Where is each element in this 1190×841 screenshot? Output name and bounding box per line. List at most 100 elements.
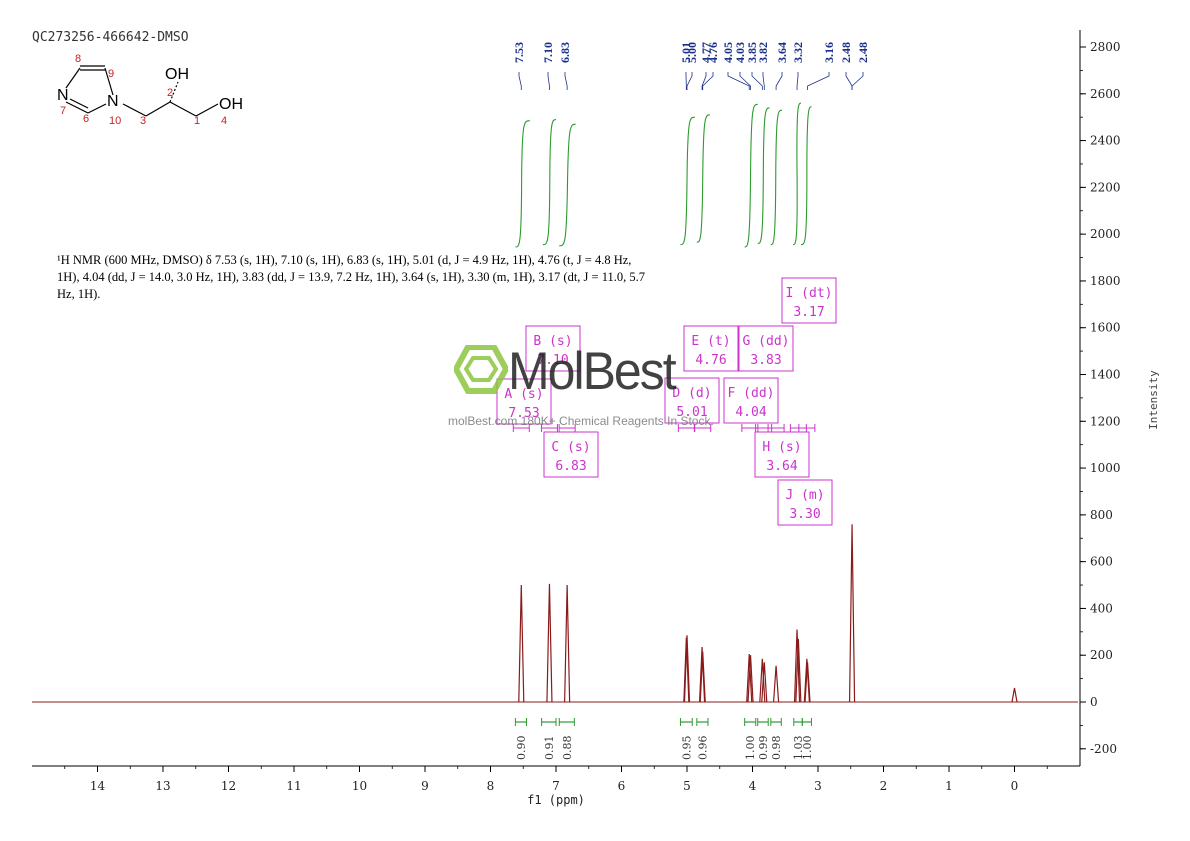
integral-value: 0.96	[696, 736, 709, 761]
multiplet-shift: 7.53	[508, 406, 539, 421]
peak-label: 5.01	[679, 42, 693, 63]
y-tick-label: 1800	[1090, 274, 1121, 288]
spectrum-peak	[795, 638, 802, 703]
integral-curve	[696, 114, 710, 243]
spectrum-peak	[746, 654, 753, 703]
watermark-brand: MolBest	[508, 341, 677, 401]
y-tick-label: 2200	[1090, 180, 1121, 194]
multiplet-box	[525, 325, 581, 372]
multiplet-label: F (dd)	[728, 386, 775, 401]
peak-label: 4.05	[721, 42, 735, 63]
multiplet-shift: 5.01	[676, 405, 707, 420]
multiplet-label: G (dd)	[743, 334, 790, 349]
y-tick-label: 1000	[1090, 461, 1121, 475]
x-tick-label: 8	[487, 779, 495, 793]
y-tick-label: 1600	[1090, 321, 1121, 335]
y-tick-label: 1200	[1090, 414, 1121, 428]
x-tick-label: 0	[1011, 779, 1019, 793]
peak-label: 7.53	[512, 42, 526, 63]
x-tick-label: 7	[552, 779, 560, 793]
y-tick-label: 0	[1090, 695, 1098, 709]
peak-label: 3.85	[745, 42, 759, 63]
peak-label: 5.00	[685, 42, 699, 63]
atom-number: 9	[108, 68, 114, 80]
integral-value: 0.99	[757, 736, 770, 761]
integral-curve	[757, 107, 770, 245]
x-tick-label: 6	[618, 779, 626, 793]
multiplet-box	[777, 479, 833, 526]
peak-label-leader	[701, 72, 707, 90]
y-tick-label: 600	[1090, 555, 1113, 569]
multiplet-label: I (dt)	[786, 286, 833, 301]
molbest-logo-icon	[454, 345, 508, 394]
multiplet-box	[738, 325, 794, 372]
peak-label: 4.76	[706, 42, 720, 63]
integral-curve	[793, 102, 802, 246]
peak-label: 4.77	[699, 42, 713, 63]
integral-value: 0.90	[515, 736, 528, 761]
spectrum-peak	[683, 635, 691, 703]
atom-number: 8	[75, 53, 81, 65]
spectrum-peak	[759, 658, 766, 703]
y-tick-label: 1400	[1090, 368, 1121, 382]
multiplet-label: B (s)	[533, 334, 572, 349]
integral-value: 0.95	[680, 736, 693, 761]
peak-label-leader	[547, 72, 550, 90]
x-tick-label: 11	[286, 779, 301, 793]
integral-curve	[515, 120, 530, 248]
spectrum-peak	[804, 662, 811, 703]
molecule-structure: N N OH OH 1 2 3 4 5 6 7 8 9 10	[57, 53, 243, 127]
peak-label: 2.48	[839, 42, 853, 63]
x-tick-label: 10	[352, 779, 367, 793]
sample-id: QC273256-466642-DMSO	[32, 30, 189, 45]
peak-label: 3.32	[791, 42, 805, 63]
multiplet-box	[723, 377, 779, 424]
y-tick-label: 200	[1090, 648, 1113, 662]
multiplet-box	[754, 431, 810, 478]
multiplet-label: D (d)	[672, 386, 711, 401]
spectrum-peak	[546, 583, 553, 703]
peak-label: 4.03	[733, 42, 747, 63]
x-tick-label: 5	[683, 779, 691, 793]
peak-label-leader	[762, 72, 765, 90]
integral-value: 1.00	[801, 736, 814, 761]
x-axis-title: f1 (ppm)	[527, 793, 585, 807]
integral-value: 0.88	[561, 736, 574, 761]
x-tick-label: 9	[421, 779, 429, 793]
atom-number: 4	[221, 115, 227, 127]
atom-number: 7	[60, 105, 66, 117]
peak-label-leader	[845, 72, 853, 90]
peak-label-leader	[751, 72, 763, 90]
watermark-tagline: molBest.com 180K+ Chemical Reagents In S…	[448, 414, 714, 428]
atom-oh4: OH	[219, 96, 243, 113]
peak-label-leader	[739, 72, 751, 90]
peak-label: 2.48	[856, 42, 870, 63]
multiplet-shift: 4.76	[695, 353, 726, 368]
multiplet-shift: 6.83	[555, 459, 586, 474]
integral-curve	[744, 103, 758, 248]
multiplet-label: A (s)	[504, 387, 543, 402]
y-tick-label: 2400	[1090, 134, 1121, 148]
multiplet-shift: 3.83	[750, 353, 781, 368]
spectrum-peak	[1011, 687, 1018, 703]
peak-label: 7.10	[541, 42, 555, 63]
nmr-description: ¹H NMR (600 MHz, DMSO) δ 7.53 (s, 1H), 7…	[57, 253, 646, 301]
spectrum-peak	[699, 651, 706, 703]
spectrum-peak	[747, 655, 754, 703]
spectrum-peak	[761, 662, 768, 703]
peak-label-leader	[518, 72, 522, 90]
x-tick-label: 12	[221, 779, 236, 793]
multiplet-shift: 4.04	[735, 405, 766, 420]
atom-n10: N	[107, 93, 119, 110]
x-tick-label: 14	[90, 779, 106, 793]
multiplet-box	[683, 325, 739, 372]
integral-value: 0.91	[543, 736, 556, 761]
y-tick-label: 800	[1090, 508, 1113, 522]
integral-curve	[800, 106, 812, 246]
integral-value: 1.00	[744, 736, 757, 761]
multiplet-label: E (t)	[691, 334, 730, 349]
spectrum-peak	[772, 665, 780, 703]
x-tick-label: 4	[749, 779, 757, 793]
peak-label-leader	[807, 72, 830, 90]
